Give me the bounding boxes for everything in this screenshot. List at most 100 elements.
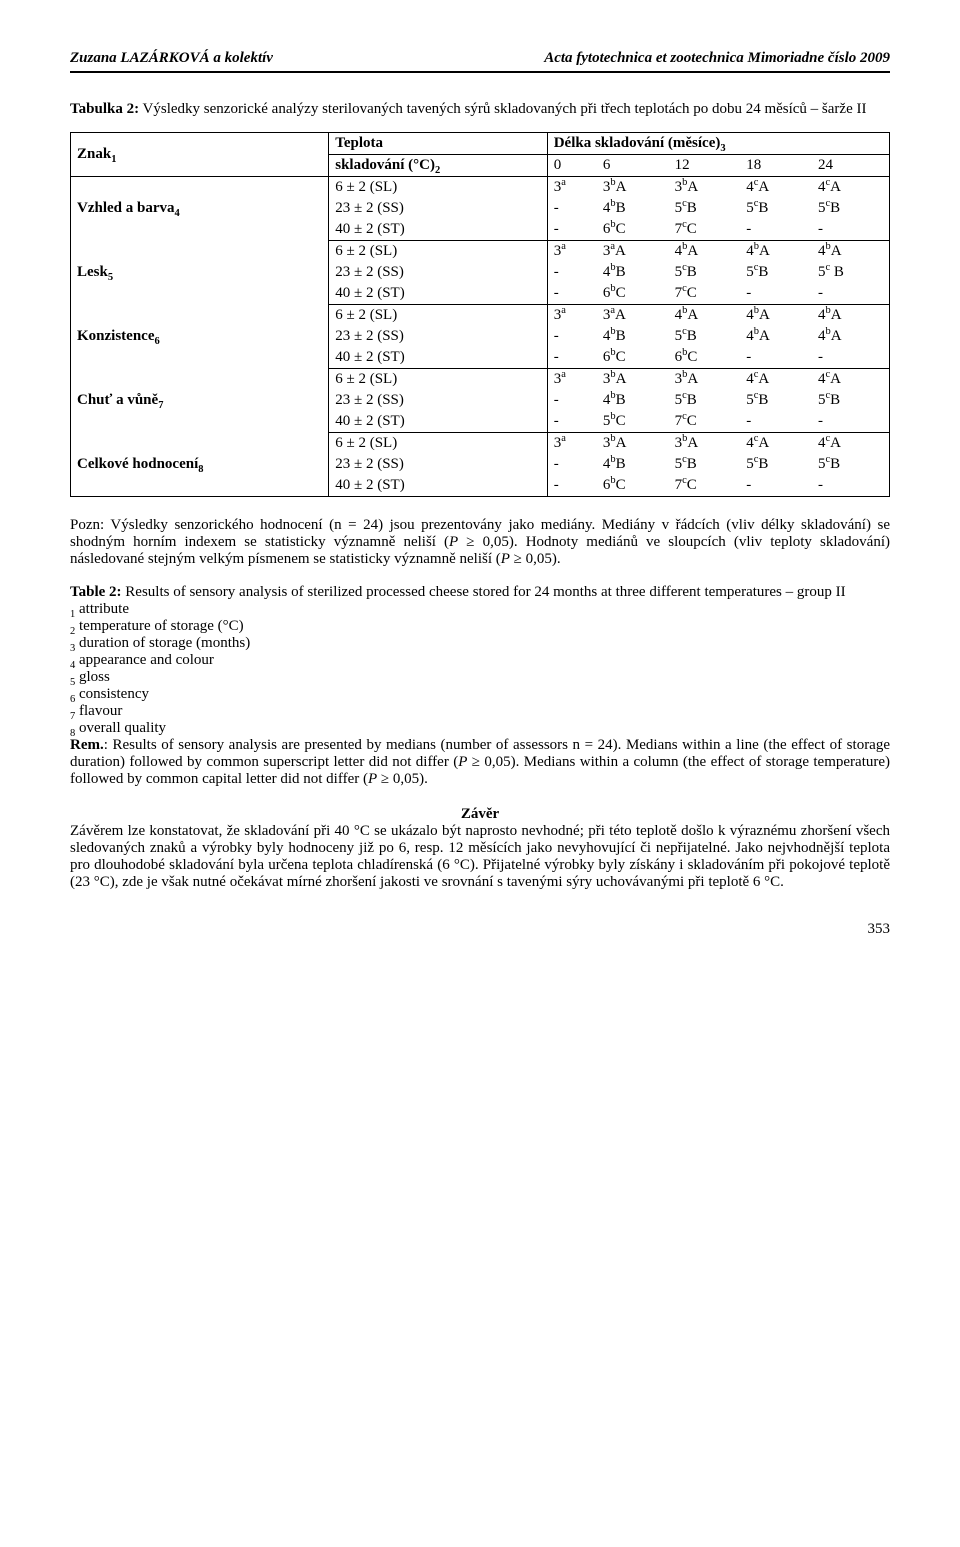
row-attribute-label: Celkové hodnocení8 (71, 433, 329, 497)
table-cell: - (547, 454, 597, 475)
th-temp-bot: skladování (°C)2 (329, 155, 547, 177)
sensory-table: Znak1 Teplota Délka skladování (měsíce)3… (70, 132, 890, 497)
row-temperature: 6 ± 2 (SL) (329, 369, 547, 391)
row-temperature: 40 ± 2 (ST) (329, 283, 547, 305)
table-cell: 5cB (669, 262, 741, 283)
zaver-body: Závěrem lze konstatovat, že skladování p… (70, 823, 890, 891)
table-cell: - (547, 411, 597, 433)
th-temp-top: Teplota (329, 133, 547, 155)
row-temperature: 40 ± 2 (ST) (329, 411, 547, 433)
table-cell: 5bC (597, 411, 669, 433)
row-temperature: 23 ± 2 (SS) (329, 454, 547, 475)
table-cell: 4cA (812, 433, 890, 455)
table-cell: 4cA (812, 369, 890, 391)
table-cell: 4bA (740, 241, 812, 263)
table-cell: 3bA (597, 369, 669, 391)
th-month: 24 (812, 155, 890, 177)
th-month: 18 (740, 155, 812, 177)
legend-line: 4 appearance and colour (70, 652, 890, 669)
table-cell: 4bB (597, 390, 669, 411)
legend-line: 7 flavour (70, 703, 890, 720)
table-cell: 4bA (669, 241, 741, 263)
table-cell: 4bB (597, 262, 669, 283)
table-cell: 5cB (740, 454, 812, 475)
table-cell: 7cC (669, 219, 741, 241)
table-cell: 3bA (669, 369, 741, 391)
row-temperature: 23 ± 2 (SS) (329, 262, 547, 283)
table-cell: 4bB (597, 326, 669, 347)
table-cell: 4cA (740, 433, 812, 455)
table-cell: 6bC (597, 347, 669, 369)
row-attribute-label: Chuť a vůně7 (71, 369, 329, 433)
table-cell: 4bA (669, 305, 741, 327)
table-cell: - (547, 198, 597, 219)
th-month: 6 (597, 155, 669, 177)
table-cell: 4cA (812, 177, 890, 199)
table-caption: Tabulka 2: Výsledky senzorické analýzy s… (70, 101, 890, 118)
table-cell: 5c B (812, 262, 890, 283)
legend-line: 6 consistency (70, 686, 890, 703)
row-temperature: 40 ± 2 (ST) (329, 347, 547, 369)
table-cell: 5cB (812, 454, 890, 475)
table-cell: 5cB (812, 198, 890, 219)
table-cell: - (740, 411, 812, 433)
table-cell: - (547, 347, 597, 369)
table-cell: 3a (547, 305, 597, 327)
table-cell: 5cB (669, 198, 741, 219)
table-note: Pozn: Výsledky senzorického hodnocení (n… (70, 517, 890, 568)
table-cell: - (547, 219, 597, 241)
table-cell: 5cB (740, 262, 812, 283)
table-cell: 6bC (597, 219, 669, 241)
table-cell: 4cA (740, 369, 812, 391)
page-number: 353 (70, 921, 890, 938)
row-temperature: 40 ± 2 (ST) (329, 475, 547, 497)
th-month: 0 (547, 155, 597, 177)
table-cell: 7cC (669, 411, 741, 433)
table-cell: 5cB (740, 198, 812, 219)
table-cell: - (740, 219, 812, 241)
table-cell: - (812, 347, 890, 369)
row-temperature: 6 ± 2 (SL) (329, 241, 547, 263)
table-cell: 4cA (740, 177, 812, 199)
legend-line: 5 gloss (70, 669, 890, 686)
table-cell: 4bA (740, 326, 812, 347)
table-cell: 6bC (597, 475, 669, 497)
table2-rem: Rem.: Results of sensory analysis are pr… (70, 737, 890, 787)
table-cell: 3a (547, 369, 597, 391)
legend-line: 2 temperature of storage (°C) (70, 618, 890, 635)
table-cell: 7cC (669, 283, 741, 305)
th-month: 12 (669, 155, 741, 177)
table-cell: 6bC (597, 283, 669, 305)
legend-line: 8 overall quality (70, 720, 890, 737)
table-cell: 5cB (669, 390, 741, 411)
table-cell: - (547, 262, 597, 283)
table-cell: 5cB (812, 390, 890, 411)
row-temperature: 6 ± 2 (SL) (329, 177, 547, 199)
header-left: Zuzana LAZÁRKOVÁ a kolektív (70, 50, 273, 67)
table-cell: 4bA (812, 326, 890, 347)
table-cell: 5cB (669, 326, 741, 347)
table-cell: 3bA (669, 177, 741, 199)
table-cell: - (740, 475, 812, 497)
table-cell: 5cB (669, 454, 741, 475)
table-cell: - (740, 347, 812, 369)
running-header: Zuzana LAZÁRKOVÁ a kolektív Acta fytotec… (70, 50, 890, 73)
row-attribute-label: Lesk5 (71, 241, 329, 305)
row-temperature: 6 ± 2 (SL) (329, 433, 547, 455)
table-cell: - (547, 283, 597, 305)
table-cell: - (812, 411, 890, 433)
table-cell: 3a (547, 177, 597, 199)
table-cell: - (812, 219, 890, 241)
table-cell: 4bB (597, 454, 669, 475)
row-attribute-label: Vzhled a barva4 (71, 177, 329, 241)
table-cell: 6bC (669, 347, 741, 369)
th-duration: Délka skladování (měsíce)3 (547, 133, 889, 155)
legend-line: 3 duration of storage (months) (70, 635, 890, 652)
zaver-title: Závěr (70, 806, 890, 823)
table-cell: 4bA (812, 305, 890, 327)
row-temperature: 23 ± 2 (SS) (329, 390, 547, 411)
row-temperature: 23 ± 2 (SS) (329, 198, 547, 219)
table-cell: 4bA (812, 241, 890, 263)
table-cell: 3a (547, 433, 597, 455)
table-cell: - (547, 390, 597, 411)
